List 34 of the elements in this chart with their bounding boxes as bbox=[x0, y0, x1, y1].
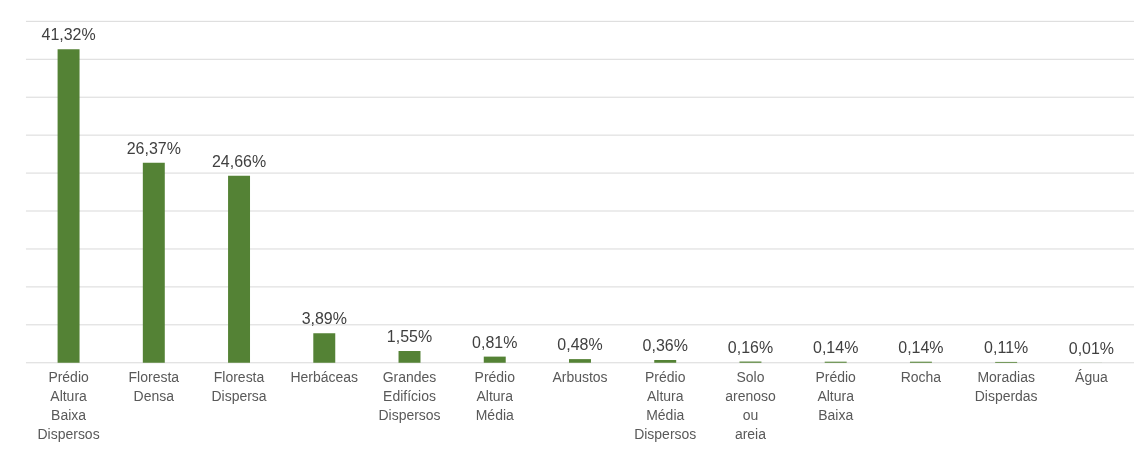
bar bbox=[398, 351, 421, 363]
bar bbox=[313, 333, 336, 363]
x-tick-label: Grandes Edifícios Dispersos bbox=[378, 369, 441, 424]
data-label: 0,36% bbox=[642, 337, 688, 355]
x-tick-label: Prédio Altura Baixa bbox=[815, 369, 857, 424]
bar bbox=[483, 356, 506, 363]
x-tick-label: Prédio Altura Média bbox=[474, 369, 516, 424]
data-label: 0,48% bbox=[557, 336, 603, 354]
x-tick-label: Prédio Altura Baixa Dispersos bbox=[37, 369, 100, 443]
bar bbox=[57, 49, 80, 363]
x-tick-label: Floresta Densa bbox=[128, 369, 180, 405]
data-label: 41,32% bbox=[41, 26, 96, 44]
data-label: 0,16% bbox=[727, 338, 774, 356]
x-tick-label: Rocha bbox=[900, 369, 942, 386]
data-label: 24,66% bbox=[211, 152, 267, 170]
data-label: 1,55% bbox=[386, 328, 433, 346]
x-tick-label: Herbáceas bbox=[290, 369, 359, 386]
data-label: 0,81% bbox=[472, 333, 518, 351]
data-label: 0,14% bbox=[813, 338, 859, 356]
x-tick-label: Moradias Disperdas bbox=[974, 369, 1038, 405]
bar bbox=[654, 360, 677, 363]
bar bbox=[569, 359, 591, 363]
bar bbox=[228, 175, 251, 363]
data-label: 3,89% bbox=[301, 310, 347, 328]
x-tick-label: Arbustos bbox=[552, 369, 608, 386]
x-tick-label: Solo arenoso ou areia bbox=[725, 369, 776, 443]
data-label: 0,14% bbox=[898, 338, 944, 356]
data-label: 0,11% bbox=[984, 338, 1029, 356]
x-tick-label: Floresta Dispersa bbox=[211, 369, 267, 405]
bar bbox=[142, 162, 165, 363]
x-tick-label: Prédio Altura Média Dispersos bbox=[634, 369, 697, 443]
data-label: 0,01% bbox=[1068, 339, 1115, 357]
data-label: 26,37% bbox=[126, 139, 181, 157]
x-tick-label: Água bbox=[1075, 369, 1108, 386]
